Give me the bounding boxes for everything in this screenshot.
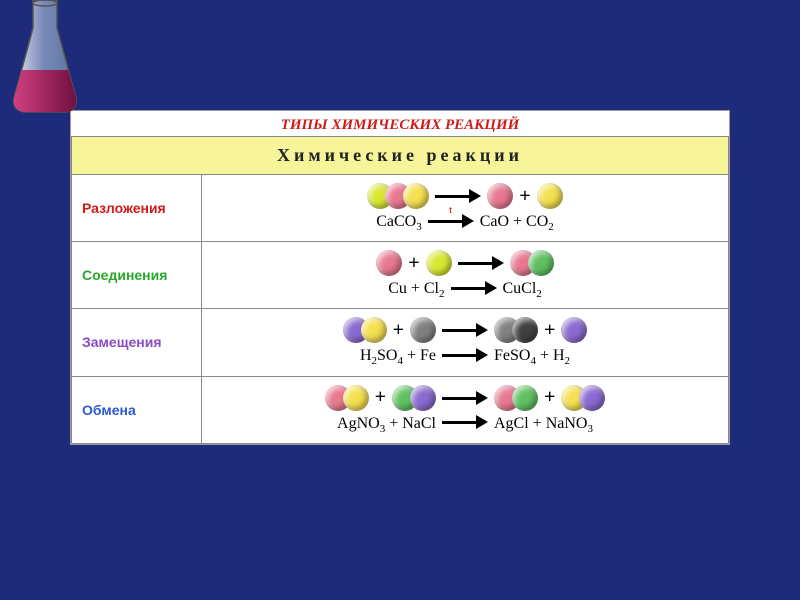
table-header: Химические реакции xyxy=(72,137,729,175)
reaction-diagram: + + xyxy=(325,385,606,411)
atom xyxy=(487,183,513,209)
reaction: + Cu + Cl2 CuCl2 xyxy=(208,250,722,300)
molecule-cluster xyxy=(343,317,387,343)
formula-left: CaCO3 xyxy=(376,213,422,233)
arrow-icon xyxy=(442,348,488,362)
table-row: Соединения + Cu + Cl2 CuCl2 xyxy=(72,242,729,309)
arrow-wrap xyxy=(442,415,488,434)
arrow-icon xyxy=(442,391,488,405)
reaction-cell: + Cu + Cl2 CuCl2 xyxy=(202,242,729,309)
formula-left: Cu + Cl2 xyxy=(388,280,444,300)
formula-right: CuCl2 xyxy=(503,280,542,300)
formula-right: FeSO4 + H2 xyxy=(494,347,570,367)
reaction-diagram: + + xyxy=(343,317,588,343)
molecule-cluster xyxy=(561,385,605,411)
atom xyxy=(410,385,436,411)
molecule-cluster xyxy=(510,250,554,276)
formula-left: AgNO3 + NaCl xyxy=(337,415,436,435)
reactions-table: Химические реакции Разложения + CaCO3 t … xyxy=(71,136,729,444)
formula-right: AgCl + NaNO3 xyxy=(494,415,593,435)
atom xyxy=(512,385,538,411)
atom xyxy=(512,317,538,343)
arrow-wrap xyxy=(451,281,497,300)
reaction-formula: Cu + Cl2 CuCl2 xyxy=(388,280,542,300)
arrow-icon xyxy=(442,415,488,429)
molecule-cluster xyxy=(392,385,436,411)
reaction-formula: H2SO4 + Fe FeSO4 + H2 xyxy=(360,347,570,367)
reaction-cell: + CaCO3 t CaO + CO2 xyxy=(202,175,729,242)
page-title: ТИПЫ ХИМИЧЕСКИХ РЕАКЦИЙ xyxy=(71,111,729,136)
reaction-cell: + + H2SO4 + Fe FeSO4 + H2 xyxy=(202,309,729,376)
reaction: + + AgNO3 + NaCl AgCl + NaNO3 xyxy=(208,385,722,435)
row-label: Замещения xyxy=(72,309,202,376)
plus-symbol: + xyxy=(544,319,555,342)
arrow-icon xyxy=(428,214,474,228)
reaction-formula: AgNO3 + NaCl AgCl + NaNO3 xyxy=(337,415,593,435)
reaction-diagram: + xyxy=(367,183,562,209)
atom xyxy=(403,183,429,209)
molecule-cluster xyxy=(325,385,369,411)
formula-left: H2SO4 + Fe xyxy=(360,347,436,367)
arrow-icon xyxy=(442,323,488,337)
formula-right: CaO + CO2 xyxy=(480,213,554,233)
molecule-cluster xyxy=(494,317,538,343)
infographic-panel: ТИПЫ ХИМИЧЕСКИХ РЕАКЦИЙ Химические реакц… xyxy=(70,110,730,445)
reaction: + + H2SO4 + Fe FeSO4 + H2 xyxy=(208,317,722,367)
arrow-icon xyxy=(458,256,504,270)
plus-symbol: + xyxy=(375,386,386,409)
row-label: Разложения xyxy=(72,175,202,242)
reaction-cell: + + AgNO3 + NaCl AgCl + NaNO3 xyxy=(202,376,729,443)
atom xyxy=(528,250,554,276)
table-row: Замещения + + H2SO4 + Fe FeSO4 + H2 xyxy=(72,309,729,376)
arrow-icon xyxy=(451,281,497,295)
atom xyxy=(537,183,563,209)
plus-symbol: + xyxy=(393,319,404,342)
atom xyxy=(361,317,387,343)
row-label: Соединения xyxy=(72,242,202,309)
atom xyxy=(426,250,452,276)
plus-symbol: + xyxy=(519,185,530,208)
atom xyxy=(561,317,587,343)
arrow-wrap: t xyxy=(428,214,474,233)
arrow-wrap xyxy=(442,348,488,367)
arrow-icon xyxy=(435,189,481,203)
reaction: + CaCO3 t CaO + CO2 xyxy=(208,183,722,233)
atom xyxy=(579,385,605,411)
molecule-cluster xyxy=(494,385,538,411)
reaction-diagram: + xyxy=(376,250,553,276)
atom xyxy=(410,317,436,343)
atom xyxy=(343,385,369,411)
reaction-formula: CaCO3 t CaO + CO2 xyxy=(376,213,554,233)
atom xyxy=(376,250,402,276)
flask-icon xyxy=(0,0,90,120)
row-label: Обмена xyxy=(72,376,202,443)
plus-symbol: + xyxy=(408,252,419,275)
plus-symbol: + xyxy=(544,386,555,409)
table-row: Разложения + CaCO3 t CaO + CO2 xyxy=(72,175,729,242)
table-row: Обмена + + AgNO3 + NaCl AgCl + NaNO3 xyxy=(72,376,729,443)
molecule-cluster xyxy=(367,183,429,209)
